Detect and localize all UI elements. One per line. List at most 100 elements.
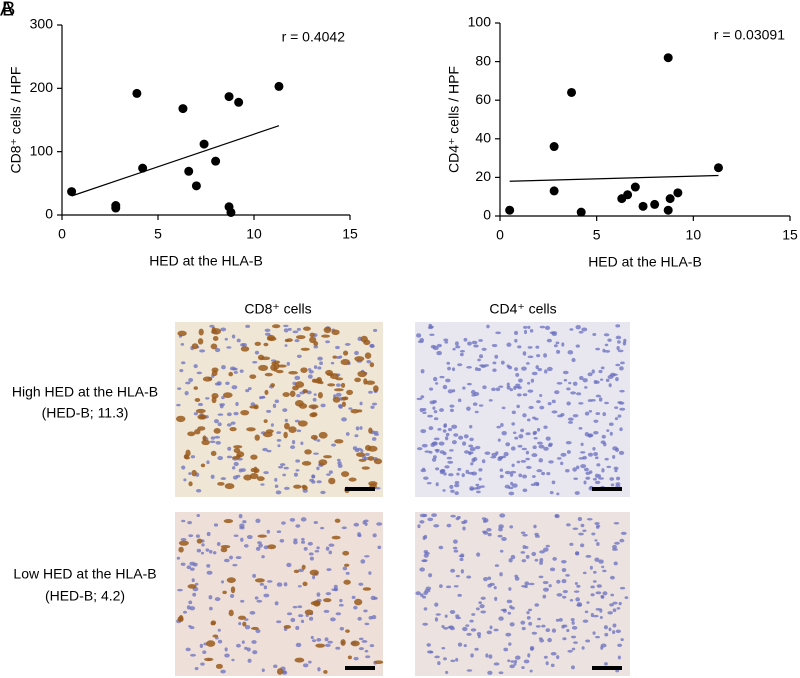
nucleus (618, 450, 625, 455)
nucleus (606, 465, 612, 469)
nucleus (499, 468, 504, 472)
nucleus (536, 400, 541, 404)
nucleus (561, 579, 567, 584)
nucleus (500, 422, 504, 427)
nucleus (310, 635, 314, 640)
nucleus (195, 488, 202, 493)
nucleus (300, 619, 305, 624)
nucleus (229, 593, 235, 598)
nucleus (532, 445, 537, 450)
nucleus (469, 486, 475, 491)
nucleus (335, 392, 342, 397)
nucleus (567, 350, 574, 355)
nucleus (497, 457, 502, 462)
stained-cell (249, 405, 258, 409)
nucleus (589, 485, 593, 489)
stained-cell (346, 389, 354, 396)
nucleus (459, 350, 465, 353)
nucleus (292, 330, 299, 334)
nucleus (226, 346, 232, 349)
panel-label: B (2, 0, 15, 20)
stained-cell (373, 458, 383, 465)
nucleus (192, 592, 197, 597)
nucleus (297, 614, 304, 618)
stained-cell (328, 477, 336, 485)
nucleus (514, 330, 519, 335)
stained-cell (267, 544, 277, 550)
stained-cell (195, 408, 206, 414)
nucleus (612, 446, 618, 451)
trend-line (71, 125, 280, 197)
nucleus (354, 434, 359, 438)
nucleus (424, 552, 430, 555)
nucleus (558, 618, 563, 622)
nucleus (609, 575, 615, 580)
nucleus (477, 635, 481, 639)
nucleus (615, 335, 622, 340)
stained-cell (354, 377, 361, 383)
nucleus (539, 638, 545, 643)
nucleus (498, 671, 504, 675)
stained-cell (254, 578, 265, 583)
nucleus (337, 463, 343, 468)
nucleus (246, 647, 251, 652)
nucleus (316, 592, 321, 597)
stained-cell (177, 616, 184, 623)
nucleus (433, 437, 440, 441)
nucleus (281, 670, 288, 675)
nucleus (252, 360, 258, 364)
nucleus (180, 342, 185, 346)
nucleus (500, 360, 505, 365)
stained-cell (201, 439, 210, 446)
nucleus (470, 389, 476, 395)
nucleus (439, 375, 445, 379)
nucleus (563, 378, 568, 382)
nucleus (536, 469, 543, 473)
nucleus (205, 548, 210, 552)
nucleus (601, 434, 606, 439)
nucleus (345, 432, 350, 436)
nucleus (205, 397, 210, 400)
nucleus (531, 453, 538, 458)
nucleus (449, 404, 455, 408)
nucleus (518, 378, 523, 383)
nucleus (576, 392, 582, 396)
y-tick-label: 80 (475, 52, 491, 68)
nucleus (226, 412, 232, 417)
nucleus (503, 647, 509, 652)
point (673, 188, 683, 198)
nucleus (615, 669, 620, 673)
stained-cell (354, 356, 365, 362)
nucleus (580, 442, 584, 447)
column-title: CD4⁺ cells (489, 301, 556, 317)
nucleus (468, 444, 474, 448)
stained-cell (323, 598, 332, 603)
nucleus (325, 340, 330, 344)
nucleus (451, 367, 456, 372)
point (199, 139, 209, 149)
nucleus (363, 609, 368, 613)
nucleus (261, 555, 265, 559)
nucleus (594, 539, 598, 542)
nucleus (600, 643, 607, 648)
nucleus (613, 561, 618, 566)
x-tick-label: 10 (246, 226, 262, 242)
point (274, 81, 284, 91)
nucleus (422, 622, 429, 626)
nucleus (463, 644, 467, 648)
stained-cell (364, 352, 372, 359)
nucleus (525, 554, 530, 559)
nucleus (292, 605, 298, 609)
nucleus (525, 432, 531, 436)
nucleus (536, 427, 541, 432)
nucleus (372, 533, 377, 538)
nucleus (512, 431, 517, 434)
nucleus (566, 450, 571, 454)
stained-cell (341, 396, 347, 401)
nucleus (618, 601, 622, 606)
nucleus (486, 324, 490, 329)
nucleus (194, 666, 199, 671)
nucleus (509, 472, 514, 477)
nucleus (535, 625, 541, 628)
nucleus (484, 451, 491, 455)
